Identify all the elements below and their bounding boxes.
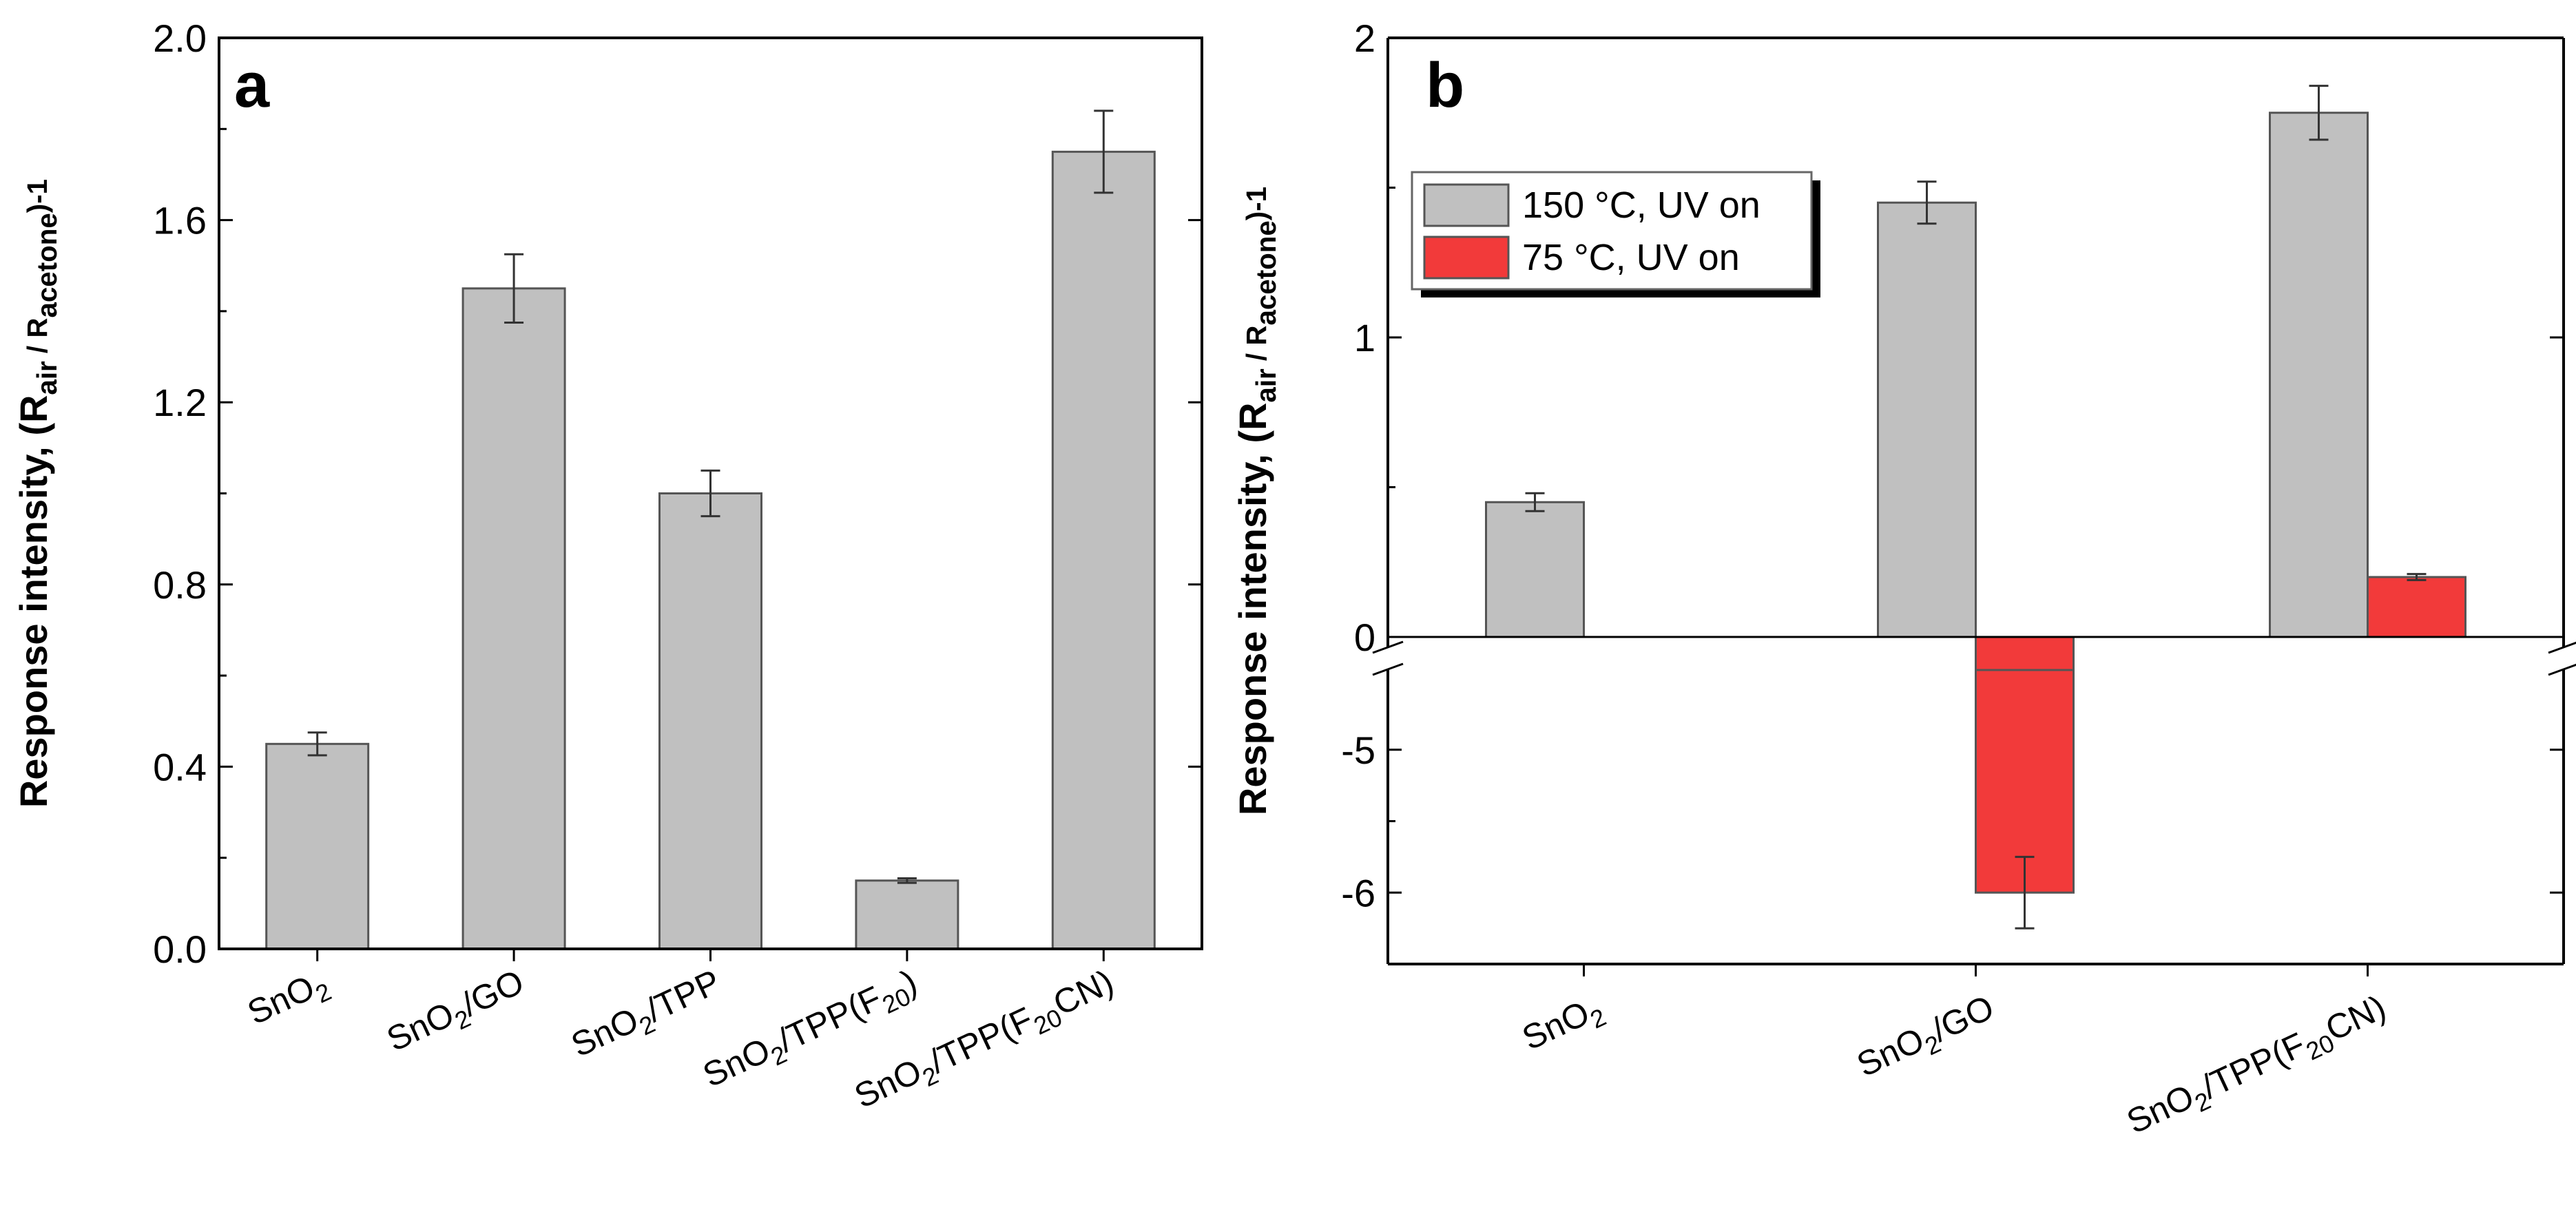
y-axis-label: Response intensity, (Rair / Racetone)-1 <box>12 179 63 808</box>
error-bar-4 <box>897 877 917 884</box>
bar-segment-upper <box>1975 636 2075 674</box>
y-tick-label: 1 <box>1354 316 1375 359</box>
error-bar-3 <box>700 469 720 518</box>
y-axis-label: Response intensity, (Rair / Racetone)-1 <box>1231 187 1282 815</box>
bar-4 <box>855 879 959 950</box>
legend-swatch-1 <box>1423 183 1510 227</box>
bar-150c-1 <box>1485 501 1585 638</box>
legend-swatch-2 <box>1423 236 1510 280</box>
x-tick-label-2: SnO2/GO <box>381 962 532 1064</box>
bar-75c-2-error <box>2015 855 2035 930</box>
y-tick-label: 1.2 <box>153 381 207 424</box>
y-tick-label: 0 <box>1354 616 1375 659</box>
bar-150c-2 <box>1877 201 1977 638</box>
panel-label: b <box>1426 50 1464 121</box>
y-tick-label: 0.8 <box>153 563 207 607</box>
bar-2 <box>461 287 566 950</box>
panel-label: a <box>234 50 270 121</box>
axis-break-left <box>1372 640 1404 676</box>
bar-150c-1-error <box>1525 492 1545 512</box>
x-tick-label-1: SnO2 <box>242 962 335 1038</box>
bar-3 <box>658 492 762 950</box>
break-mark <box>2548 641 2576 654</box>
error-bar-1 <box>307 731 327 757</box>
y-tick-label: 1.6 <box>153 199 207 242</box>
bar-1 <box>265 742 370 950</box>
bar-75c-3-error <box>2407 573 2427 581</box>
bar-segment-lower <box>1975 669 2075 894</box>
break-mark <box>1372 662 1404 676</box>
error-bar-2 <box>504 253 524 324</box>
x-tick-label-3: SnO2/TPP <box>565 962 729 1070</box>
bar-150c-2-error <box>1917 180 1937 225</box>
x-tick-label-5: SnO2/TPP(F20CN) <box>849 962 1122 1121</box>
break-mark <box>1372 640 1404 654</box>
panel-b: SnO2 SnO2/GO SnO2/TPP(F20CN) 0 1 2 -5 -6 b 150 °C… <box>1231 17 2576 1147</box>
plot-frame <box>218 36 1203 950</box>
y-tick-label: 2 <box>1354 17 1375 60</box>
break-mark <box>2548 663 2576 676</box>
y-tick-label: -5 <box>1341 729 1375 772</box>
legend-label-2: 75 °C, UV on <box>1522 237 1740 278</box>
x-tick-label-1: SnO2 <box>1517 987 1610 1063</box>
y-tick-label: -6 <box>1341 871 1375 914</box>
bar-75c-3 <box>2367 576 2466 638</box>
legend: 150 °C, UV on 75 °C, UV on <box>1411 171 1820 297</box>
bar-75c-2 <box>1975 636 2075 894</box>
bar-5 <box>1051 150 1156 950</box>
y-tick-label: 0.0 <box>153 928 207 971</box>
x-tick-label-2: SnO2/GO <box>1851 987 2002 1089</box>
error-bar-5 <box>1094 109 1114 194</box>
axis-break-right <box>2548 641 2576 676</box>
panel-a: SnO2SnO2/GOSnO2/TPPSnO2/TPP(F20)SnO2/TPP… <box>12 17 1203 1121</box>
x-tick-label-3: SnO2/TPP(F20CN) <box>2121 987 2394 1147</box>
bar-150c-3 <box>2269 112 2369 638</box>
legend-label-1: 150 °C, UV on <box>1522 185 1760 226</box>
y-tick-label: 2.0 <box>153 17 207 60</box>
y-tick-label: 0.4 <box>153 745 207 788</box>
bar-150c-3-error <box>2309 85 2329 141</box>
